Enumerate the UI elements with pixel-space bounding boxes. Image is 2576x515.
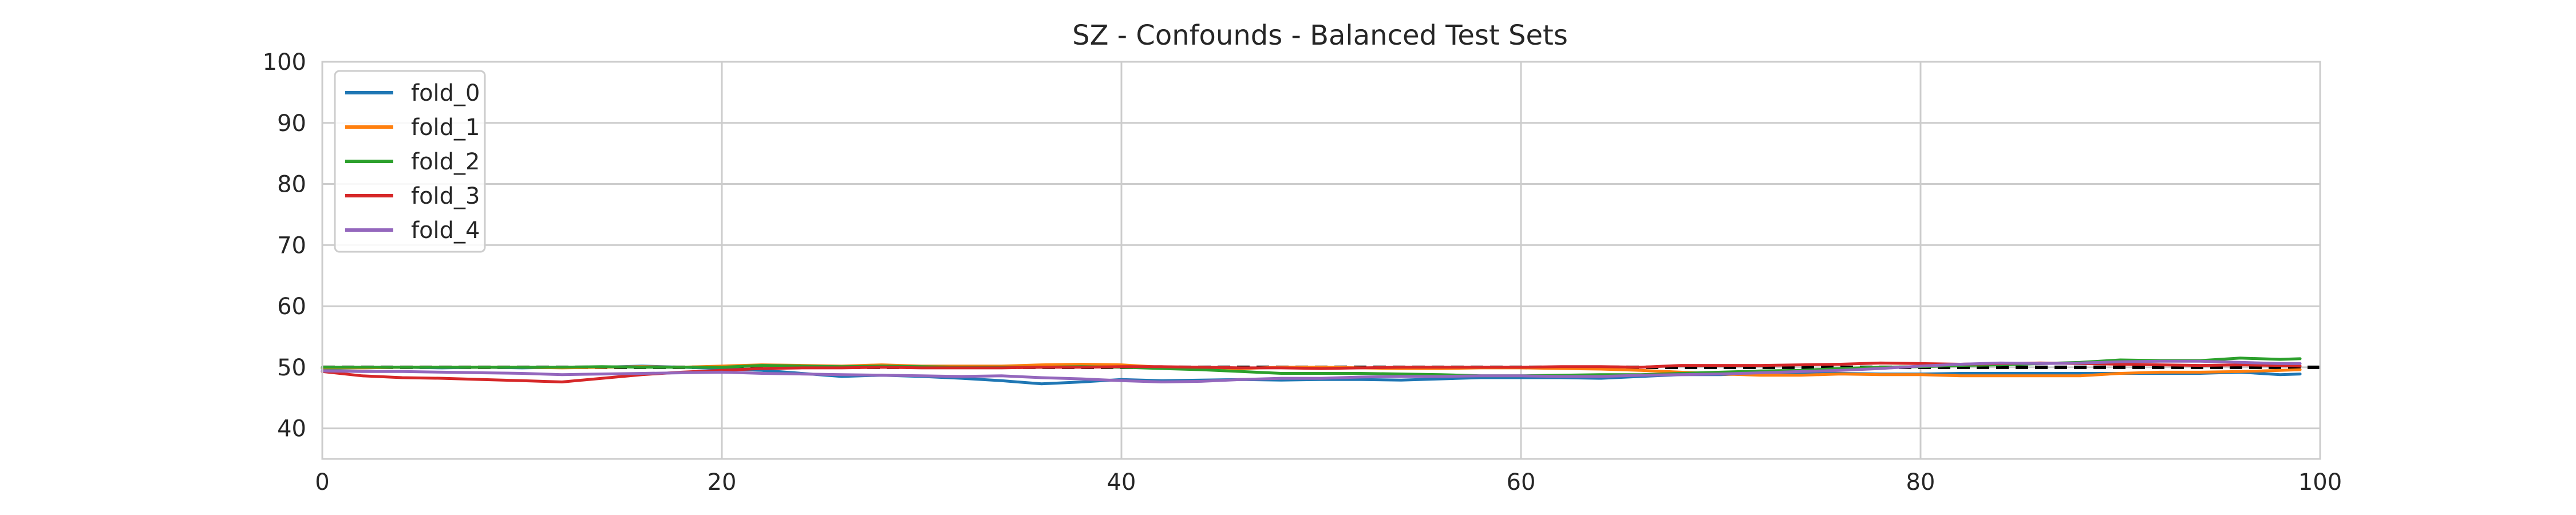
plot-frame [321, 61, 2321, 460]
series-line-fold_4 [321, 359, 2302, 383]
legend: fold_0 fold_1 fold_2 fold_3 fold_4 [334, 70, 486, 253]
y-tick-label: 100 [263, 49, 306, 76]
chart-title: SZ - Confounds - Balanced Test Sets [1072, 19, 1568, 52]
legend-label-fold_0: fold_0 [411, 80, 480, 106]
x-tick-label: 20 [708, 469, 737, 496]
legend-label-fold_3: fold_3 [411, 183, 480, 209]
x-tick-label: 80 [1906, 469, 1935, 496]
y-tick-label: 60 [277, 294, 306, 320]
legend-label-fold_4: fold_4 [411, 217, 480, 244]
x-tick-label: 0 [315, 469, 329, 496]
y-tick-label: 70 [277, 232, 306, 259]
x-tick-label: 100 [2298, 469, 2342, 496]
x-axis-ticks: 0 20 40 60 80 100 [315, 469, 2342, 496]
x-tick-label: 40 [1107, 469, 1136, 496]
legend-label-fold_1: fold_1 [411, 114, 480, 141]
series-group [321, 356, 2302, 386]
legend-box [334, 70, 486, 253]
legend-label-fold_2: fold_2 [411, 149, 480, 175]
plot-area [321, 61, 2321, 460]
y-tick-label: 80 [277, 172, 306, 198]
x-tick-label: 60 [1507, 469, 1536, 496]
y-tick-label: 90 [277, 110, 306, 137]
y-axis-ticks: 40 50 60 70 80 90 100 [263, 49, 306, 442]
y-tick-label: 50 [277, 355, 306, 381]
y-tick-label: 40 [277, 416, 306, 442]
